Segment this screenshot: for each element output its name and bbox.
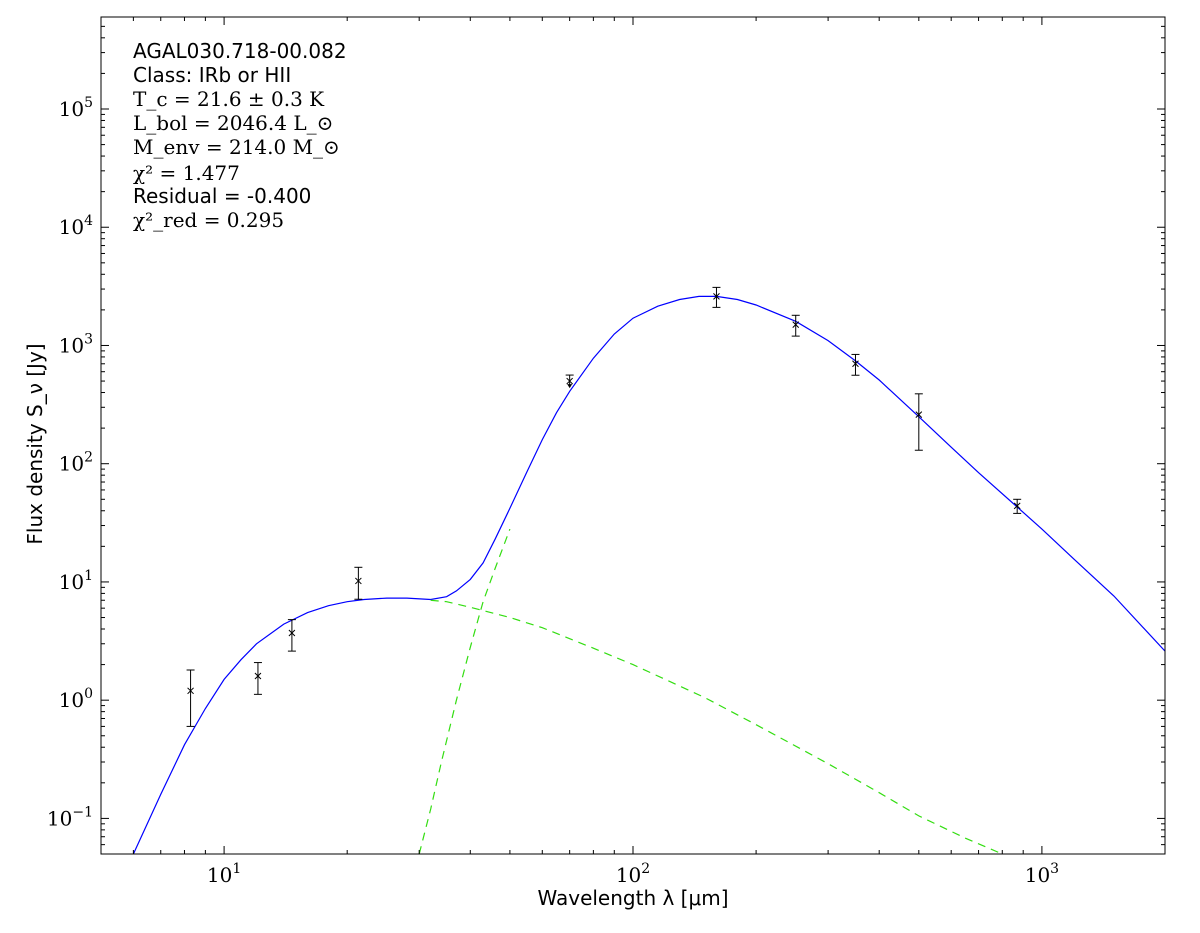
annotation-block: AGAL030.718-00.082 Class: IRb or HII T_c…: [133, 39, 347, 232]
y-tick-label: 102: [59, 450, 93, 476]
x-tick-label: 102: [616, 861, 650, 887]
data-marker: [713, 293, 720, 300]
annotation-luminosity: L_bol = 2046.4 L_⊙: [133, 111, 333, 135]
data-point: [287, 619, 296, 652]
measurement-points: [186, 286, 1022, 727]
data-marker: [288, 629, 296, 637]
annotation-chi-squared: χ² = 1.477: [133, 161, 240, 185]
data-point: [253, 662, 262, 695]
data-marker: [915, 411, 923, 418]
annotation-class: Class: IRb or HII: [133, 63, 291, 87]
model-fit-line: [132, 295, 1165, 854]
x-tick-label: 103: [1025, 861, 1059, 887]
axis-tick-labels: 101 102 103 10−1 100 101 102 103 104 105: [47, 95, 1059, 887]
data-point: [914, 393, 923, 451]
data-marker: [792, 321, 800, 329]
data-point: [186, 669, 195, 727]
y-tick-label: 101: [59, 568, 93, 594]
data-point: [851, 353, 860, 376]
upper-limit-arrowhead: [567, 384, 573, 389]
data-point: [791, 314, 800, 337]
model-component-line-2: [430, 599, 1003, 854]
y-tick-label: 104: [59, 213, 93, 239]
data-point: [354, 566, 363, 600]
data-point: [565, 374, 574, 389]
y-axis-label: Flux density S_ν [Jy]: [23, 343, 47, 544]
y-tick-label: 105: [59, 95, 93, 121]
annotation-source-name: AGAL030.718-00.082: [133, 39, 347, 63]
annotation-reduced-chi-squared: χ²_red = 0.295: [133, 208, 284, 232]
data-marker: [187, 687, 194, 695]
data-marker: [1013, 502, 1021, 510]
annotation-residual: Residual = -0.400: [133, 184, 311, 208]
axis-ticks: [100, 16, 1166, 855]
x-tick-label: 101: [207, 861, 241, 887]
data-point: [1013, 498, 1022, 514]
annotation-temperature: T_c = 21.6 ± 0.3 K: [133, 87, 325, 111]
annotation-envelope-mass: M_env = 214.0 M_⊙: [133, 135, 340, 159]
y-tick-label: 103: [59, 331, 93, 357]
x-axis-label: Wavelength λ [μm]: [537, 886, 728, 910]
data-marker: [254, 672, 262, 680]
data-marker: [355, 577, 362, 585]
data-marker: [852, 360, 859, 368]
y-tick-label: 10−1: [47, 804, 93, 830]
model-component-line-1: [418, 528, 511, 854]
model-curves: [132, 295, 1165, 854]
y-tick-label: 100: [59, 686, 93, 712]
data-point: [712, 286, 721, 308]
